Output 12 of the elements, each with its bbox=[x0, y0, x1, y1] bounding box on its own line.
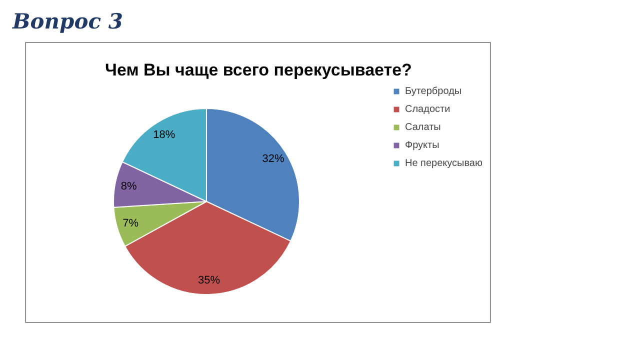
legend-label: Салаты bbox=[405, 120, 441, 134]
text: Вопрос 3 bbox=[12, 8, 123, 34]
data-label: 8% bbox=[120, 180, 138, 193]
data-label: 18% bbox=[153, 128, 176, 141]
chart-title: Чем Вы чаще всего перекусываете? bbox=[105, 60, 412, 80]
legend-label: Не перекусываю bbox=[405, 156, 482, 170]
data-label: 7% bbox=[122, 218, 139, 230]
legend-label: Бутерброды bbox=[405, 84, 462, 98]
data-label: 35% bbox=[198, 274, 220, 287]
data-label: 32% bbox=[262, 153, 284, 166]
legend-label: Фрукты bbox=[405, 138, 440, 152]
legend-label: Сладости bbox=[405, 102, 450, 116]
